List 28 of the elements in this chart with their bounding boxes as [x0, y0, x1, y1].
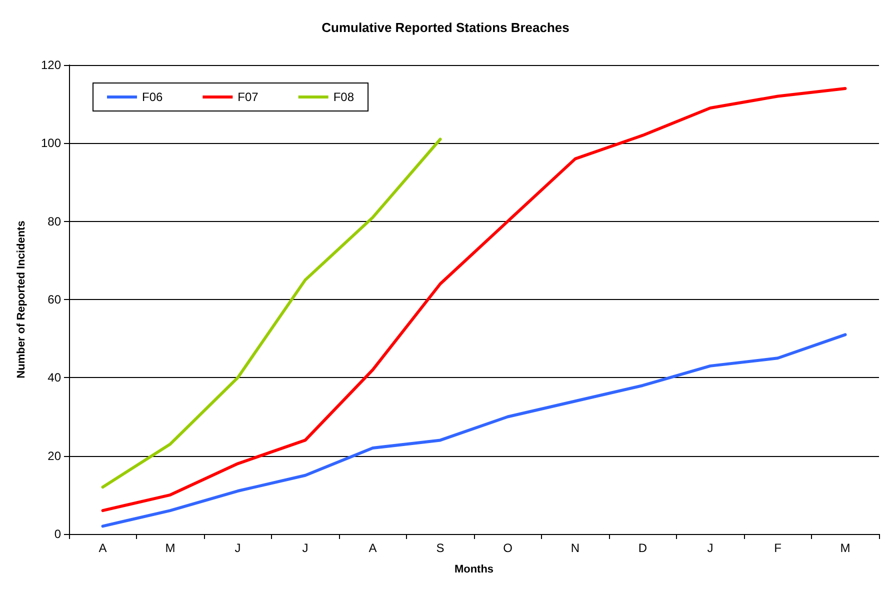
x-tick-label: J [707, 541, 714, 555]
x-tick-label: D [638, 541, 648, 555]
x-tick-label: M [165, 541, 176, 555]
legend-label: F06 [142, 90, 164, 104]
y-tick-label: 0 [54, 527, 62, 541]
y-tick-label: 60 [48, 292, 62, 306]
legend-label: F07 [238, 90, 259, 104]
line-series [101, 138, 442, 489]
chart-title: Cumulative Reported Stations Breaches [322, 20, 570, 35]
x-tick-label: J [302, 541, 308, 555]
x-tick-label: A [98, 541, 107, 555]
y-tick-label: 40 [48, 370, 62, 385]
x-tick-label: A [368, 541, 377, 555]
x-tick-label: F [774, 541, 782, 555]
legend-label: F08 [333, 90, 354, 104]
line-series [101, 86, 847, 512]
y-tick-label: 120 [40, 58, 62, 72]
line-series [101, 333, 847, 528]
y-tick-label: 80 [48, 214, 62, 228]
y-tick-label: 100 [40, 136, 62, 150]
x-tick-label: J [234, 541, 241, 555]
y-tick-label: 20 [48, 448, 62, 463]
y-axis-title: Number of Reported Incidents [16, 220, 28, 378]
x-tick-label: S [436, 541, 444, 555]
x-tick-label: N [570, 541, 580, 555]
x-tick-label: M [840, 541, 850, 555]
x-tick-label: O [503, 541, 512, 555]
x-axis-title: Months [454, 564, 494, 576]
